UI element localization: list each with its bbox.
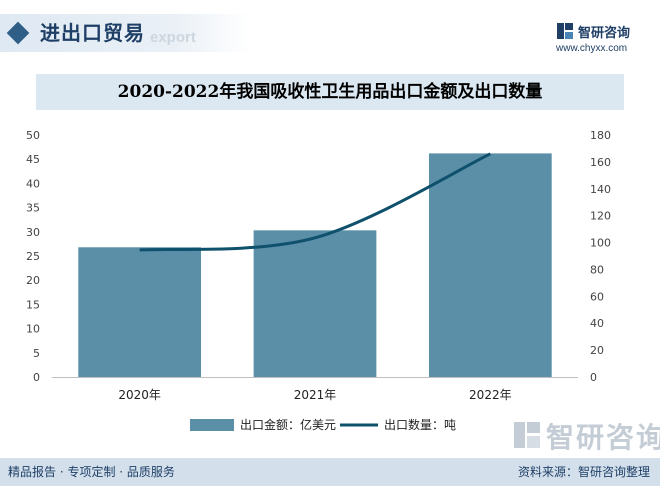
left-tick-label: 35 bbox=[26, 202, 40, 215]
page-footer: 精品报告 · 专项定制 · 品质服务 资料来源：智研咨询整理 bbox=[0, 458, 660, 486]
footer-source: 资料来源：智研咨询整理 bbox=[517, 465, 650, 479]
bar bbox=[428, 153, 552, 377]
left-tick-label: 25 bbox=[26, 250, 40, 263]
right-tick-label: 80 bbox=[590, 263, 604, 276]
chart: 0 5 10 15 20 25 30 35 40 45 50 0 20 40 60 80 100 120 140 1… bbox=[26, 129, 611, 432]
right-tick-label: 120 bbox=[590, 210, 611, 223]
watermark-text: 智研咨询 bbox=[546, 421, 660, 454]
legend: 出口金额：亿美元 出口数量：吨 bbox=[190, 417, 456, 432]
logo-url: www.chyxx.com bbox=[556, 43, 628, 54]
right-tick-label: 100 bbox=[590, 237, 611, 250]
watermark-icon bbox=[514, 422, 540, 448]
header-title: 进出口贸易 bbox=[40, 21, 145, 45]
left-axis: 0 5 10 15 20 25 30 35 40 45 50 bbox=[26, 129, 40, 384]
logo-name: 智研咨询 bbox=[578, 26, 631, 41]
left-tick-label: 10 bbox=[26, 323, 40, 336]
right-tick-label: 180 bbox=[590, 129, 611, 142]
legend-line-label: 出口数量：吨 bbox=[384, 417, 456, 432]
bar bbox=[253, 230, 377, 377]
x-axis: 2020年 2021年 2022年 bbox=[52, 377, 578, 402]
left-tick-label: 30 bbox=[26, 226, 40, 239]
logo-icon bbox=[557, 23, 573, 39]
chart-title-band: 2020-2022年我国吸收性卫生用品出口金额及出口数量 bbox=[36, 74, 624, 110]
right-tick-label: 40 bbox=[590, 317, 604, 330]
legend-bar-swatch bbox=[190, 419, 234, 431]
left-tick-label: 40 bbox=[26, 177, 40, 190]
watermark-logo: 智研咨询 bbox=[512, 416, 660, 456]
logo: 智研咨询 www.chyxx.com bbox=[556, 22, 656, 56]
right-axis: 0 20 40 60 80 100 120 140 160 180 bbox=[590, 129, 611, 384]
bar bbox=[78, 247, 202, 377]
right-tick-label: 160 bbox=[590, 156, 611, 169]
legend-bar-label: 出口金额：亿美元 bbox=[240, 417, 336, 432]
left-tick-label: 45 bbox=[26, 153, 40, 166]
footer-slogan: 精品报告 · 专项定制 · 品质服务 bbox=[8, 465, 175, 479]
right-tick-label: 0 bbox=[590, 371, 597, 384]
x-tick-label: 2022年 bbox=[469, 388, 512, 402]
x-tick-label: 2021年 bbox=[294, 388, 337, 402]
header-background bbox=[0, 14, 250, 52]
bar-series bbox=[78, 153, 552, 377]
page-header: 进出口贸易 export 智研咨询 www.chyxx.com bbox=[0, 0, 660, 62]
left-tick-label: 0 bbox=[33, 371, 40, 384]
left-tick-label: 20 bbox=[26, 274, 40, 287]
x-tick-label: 2020年 bbox=[118, 388, 161, 402]
left-tick-label: 15 bbox=[26, 298, 40, 311]
right-tick-label: 60 bbox=[590, 290, 604, 303]
line-series bbox=[139, 152, 491, 252]
right-tick-label: 140 bbox=[590, 183, 611, 196]
left-tick-label: 5 bbox=[33, 347, 40, 360]
chart-title: 2020-2022年我国吸收性卫生用品出口金额及出口数量 bbox=[117, 82, 543, 102]
header-subtitle: export bbox=[150, 29, 196, 46]
left-tick-label: 50 bbox=[26, 129, 40, 142]
right-tick-label: 20 bbox=[590, 344, 604, 357]
